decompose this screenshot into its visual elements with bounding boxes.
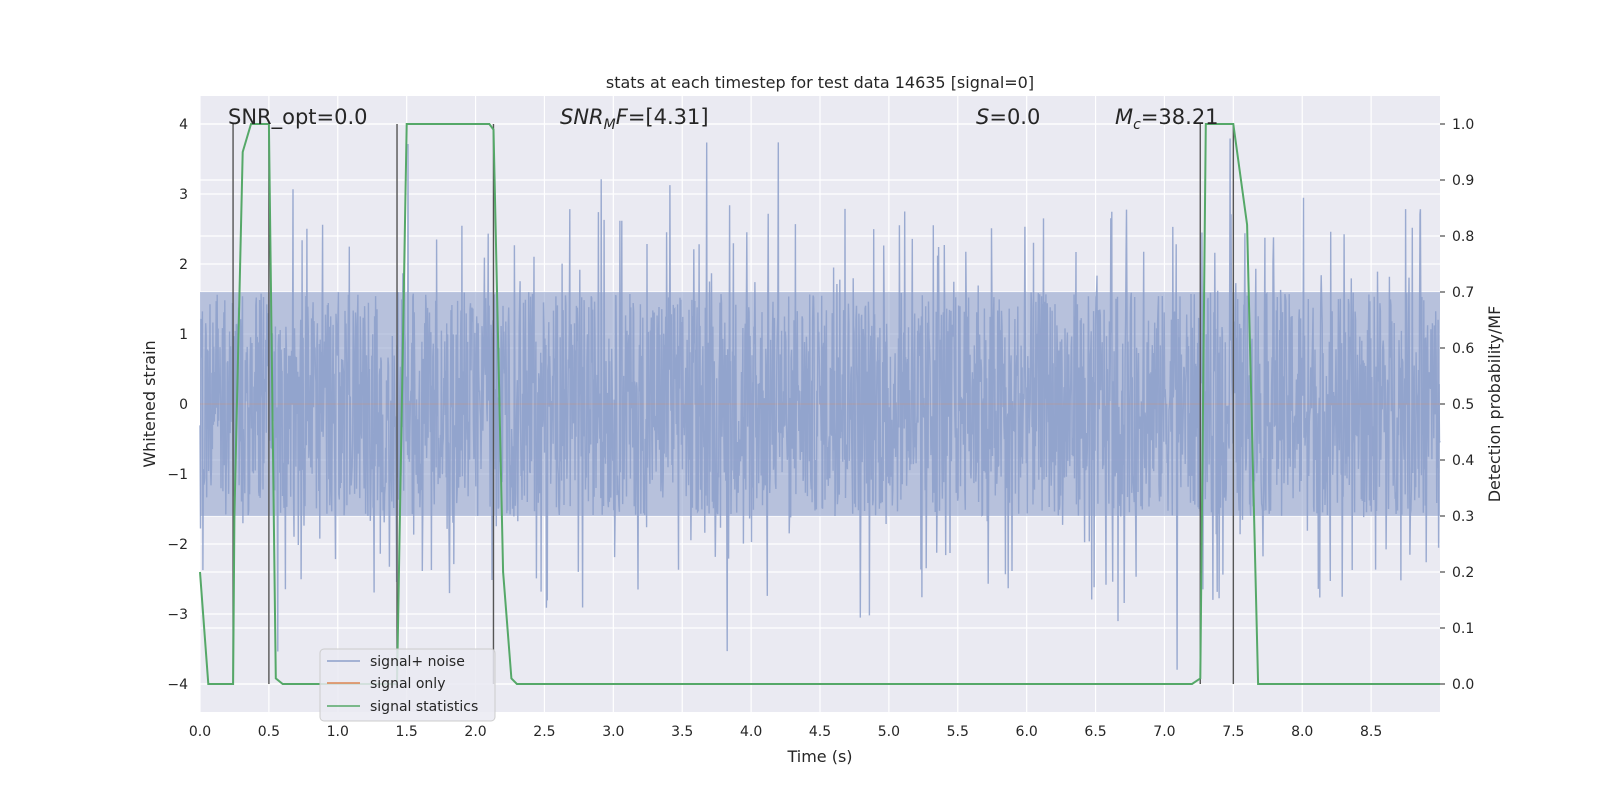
x-tick-label: 0.0 <box>189 724 211 740</box>
x-tick-label: 1.5 <box>396 724 418 740</box>
y-tick-label-right: 0.8 <box>1452 229 1474 245</box>
y-tick-label-right: 0.1 <box>1452 621 1474 637</box>
mc-main: M <box>1115 105 1133 129</box>
y-tick-label-right: 0.4 <box>1452 453 1474 469</box>
y-tick-label-left: 1 <box>179 327 188 343</box>
mc-value: =38.21 <box>1141 105 1219 129</box>
annotation-mc: Mc=38.21 <box>1115 105 1219 133</box>
y-tick-label-right: 0.3 <box>1452 509 1474 525</box>
x-tick-label: 6.0 <box>1016 724 1038 740</box>
legend-box <box>319 648 496 722</box>
x-tick-label: 8.0 <box>1291 724 1313 740</box>
tick-labels: 0.0 0.5 1.0 1.5 2.0 2.5 3.0 3.5 4.0 4.5 5.0 5.5 6.0 6… <box>167 117 1474 740</box>
x-tick-label: 5.5 <box>947 724 969 740</box>
y-tick-label-right: 0.0 <box>1452 677 1474 693</box>
x-tick-label: 2.0 <box>464 724 486 740</box>
x-tick-label: 2.5 <box>533 724 555 740</box>
x-tick-label: 4.0 <box>740 724 762 740</box>
x-tick-label: 3.0 <box>602 724 624 740</box>
series-signal-statistics <box>199 123 1440 685</box>
annotation-snr-opt: SNR_opt=0.0 <box>228 105 368 130</box>
y-tick-label-left: 2 <box>179 257 188 273</box>
legend-label-signal-plus-noise: signal+ noise <box>370 654 465 670</box>
legend: signal+ noise signal only signal statist… <box>319 648 496 722</box>
y-axis-label-left: Whitened strain <box>140 340 159 467</box>
y-tick-label-left: −2 <box>167 537 188 553</box>
x-tick-label: 7.5 <box>1222 724 1244 740</box>
y-tick-label-left: 0 <box>179 397 188 413</box>
x-tick-label: 8.5 <box>1360 724 1382 740</box>
y-tick-label-left: −1 <box>167 467 188 483</box>
s-main: S <box>976 105 989 129</box>
y-tick-label-right: 0.5 <box>1452 397 1474 413</box>
annotation-snr-mf: SNRMF=[4.31] <box>560 105 709 133</box>
y-tick-label-right: 0.6 <box>1452 341 1474 357</box>
y-axis-label-right: Detection probability/MF <box>1485 306 1504 503</box>
snr-mf-main: SNR <box>560 105 604 129</box>
y-tick-label-left: 4 <box>179 117 188 133</box>
y-tick-label-left: 3 <box>179 187 188 203</box>
x-tick-label: 4.5 <box>809 724 831 740</box>
y-tick-label-right: 0.9 <box>1452 173 1474 189</box>
snr-mf-value: =[4.31] <box>628 105 709 129</box>
mc-sub: c <box>1133 117 1141 133</box>
x-tick-label: 7.0 <box>1153 724 1175 740</box>
y-tick-label-right: 1.0 <box>1452 117 1474 133</box>
s-value: =0.0 <box>989 105 1040 129</box>
x-tick-label: 5.0 <box>878 724 900 740</box>
annotation-s: S=0.0 <box>976 105 1040 129</box>
x-tick-label: 6.5 <box>1084 724 1106 740</box>
y-tick-label-left: −3 <box>167 607 188 623</box>
y-tick-label-right: 0.7 <box>1452 285 1474 301</box>
x-axis-label: Time (s) <box>786 747 852 766</box>
legend-label-signal-only: signal only <box>370 676 445 692</box>
legend-label-signal-statistics: signal statistics <box>370 699 478 715</box>
statistics-line <box>199 123 1440 685</box>
snr-mf-tail: F <box>616 105 629 129</box>
y-tick-label-left: −4 <box>167 677 188 693</box>
x-tick-label: 0.5 <box>258 724 280 740</box>
chart-title: stats at each timestep for test data 146… <box>606 73 1034 92</box>
y-tick-label-right: 0.2 <box>1452 565 1474 581</box>
snr-mf-sub: M <box>604 117 616 133</box>
x-tick-label: 1.0 <box>327 724 349 740</box>
x-tick-label: 3.5 <box>671 724 693 740</box>
